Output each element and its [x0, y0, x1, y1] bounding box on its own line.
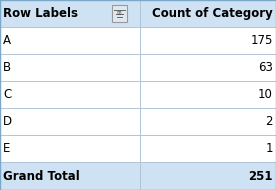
- Bar: [140, 27, 276, 54]
- Bar: [140, 162, 276, 190]
- Text: 1: 1: [265, 142, 273, 155]
- Bar: [140, 135, 276, 162]
- Bar: [0, 0, 140, 27]
- Bar: [0, 54, 140, 81]
- Text: Row Labels: Row Labels: [3, 7, 78, 20]
- Bar: [0, 81, 140, 108]
- Text: D: D: [3, 115, 12, 128]
- Text: 10: 10: [258, 88, 273, 101]
- Bar: [0, 162, 140, 190]
- Bar: [112, 5, 127, 22]
- Text: Count of Category: Count of Category: [152, 7, 273, 20]
- Bar: [0, 135, 140, 162]
- Text: 251: 251: [248, 169, 273, 183]
- Bar: [0, 27, 140, 54]
- Bar: [140, 0, 276, 27]
- Text: B: B: [3, 61, 11, 74]
- Text: A: A: [3, 34, 11, 47]
- Bar: [0, 108, 140, 135]
- Text: 63: 63: [258, 61, 273, 74]
- Bar: [140, 54, 276, 81]
- Bar: [140, 108, 276, 135]
- Text: E: E: [3, 142, 11, 155]
- Text: C: C: [3, 88, 12, 101]
- Bar: [140, 81, 276, 108]
- Text: 2: 2: [265, 115, 273, 128]
- Text: 175: 175: [250, 34, 273, 47]
- Text: Grand Total: Grand Total: [3, 169, 80, 183]
- Text: ⊞: ⊞: [117, 11, 122, 16]
